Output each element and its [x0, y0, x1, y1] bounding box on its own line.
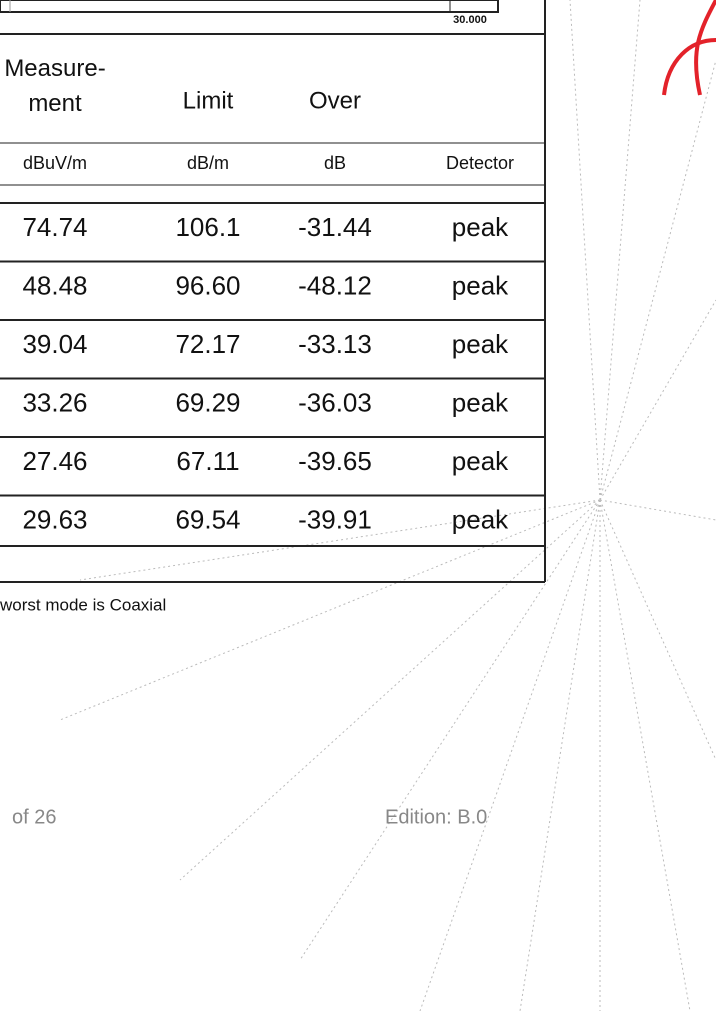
cell: 67.11 — [176, 446, 239, 476]
cell: -48.12 — [298, 270, 372, 300]
cell: 33.26 — [22, 387, 87, 417]
cell: 29.63 — [22, 504, 87, 534]
cell: 69.54 — [175, 504, 240, 534]
unit-cell: Detector — [446, 153, 514, 173]
unit-cell: dBuV/m — [23, 153, 87, 173]
header-cell: Over — [309, 87, 361, 114]
cell: 27.46 — [22, 446, 87, 476]
edition: Edition: B.0 — [385, 806, 487, 828]
cell: 96.60 — [175, 270, 240, 300]
watermark — [60, 0, 716, 1011]
page: 30.000 Measure-ment Limit Over dBuV/m dB/m dB… — [0, 0, 716, 1011]
cell: 48.48 — [22, 270, 87, 300]
cell: 106.1 — [175, 212, 240, 242]
cell: -39.91 — [298, 504, 372, 534]
cell: -36.03 — [298, 387, 372, 417]
cell: 72.17 — [175, 329, 240, 359]
stamp — [664, 0, 716, 95]
axis-label: 30.000 — [453, 14, 487, 26]
cell: -39.65 — [298, 446, 372, 476]
page-number: of 26 — [12, 806, 56, 828]
cell: 69.29 — [175, 387, 240, 417]
cell: peak — [452, 387, 509, 417]
unit-cell: dB/m — [187, 153, 229, 173]
cell: 74.74 — [22, 212, 87, 242]
unit-cell: dB — [324, 153, 346, 173]
header-cell: Limit — [183, 87, 234, 114]
cell: -31.44 — [298, 212, 372, 242]
chart-fragment — [0, 0, 498, 12]
cell: peak — [452, 329, 509, 359]
document: 30.000 Measure-ment Limit Over dBuV/m dB/m dB… — [0, 0, 716, 1011]
cell: 39.04 — [22, 329, 87, 359]
cell: peak — [452, 270, 509, 300]
cell: -33.13 — [298, 329, 372, 359]
cell: peak — [452, 446, 509, 476]
header-cell: Measure-ment — [4, 55, 105, 117]
cell: peak — [452, 504, 509, 534]
note: worst mode is Coaxial — [0, 595, 166, 614]
cell: peak — [452, 212, 509, 242]
